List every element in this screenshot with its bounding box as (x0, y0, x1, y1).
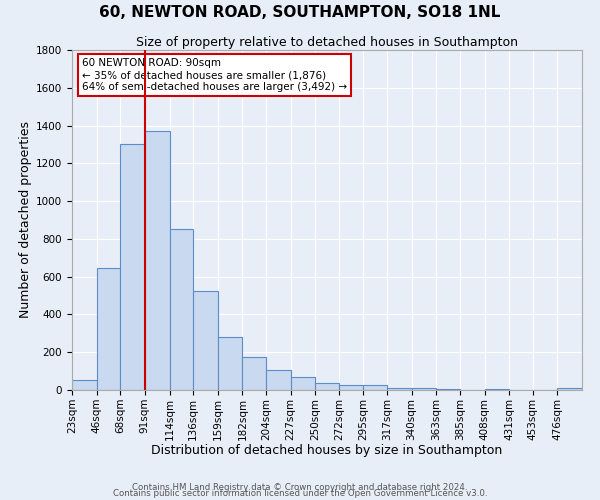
Title: Size of property relative to detached houses in Southampton: Size of property relative to detached ho… (136, 36, 518, 49)
Text: Contains HM Land Registry data © Crown copyright and database right 2024.: Contains HM Land Registry data © Crown c… (132, 483, 468, 492)
Bar (120, 144, 145, 390)
Text: 60 NEWTON ROAD: 90sqm
← 35% of detached houses are smaller (1,876)
64% of semi-d: 60 NEWTON ROAD: 90sqm ← 35% of detached … (82, 58, 347, 92)
Text: Contains public sector information licensed under the Open Government Licence v3: Contains public sector information licen… (113, 490, 487, 498)
Bar (485, 389, 509, 390)
Bar (412, 388, 436, 390)
Bar (557, 388, 582, 390)
Bar (339, 386, 364, 390)
Bar (315, 384, 339, 390)
Bar (72, 380, 97, 390)
Bar (218, 337, 242, 390)
Bar (193, 291, 218, 390)
Y-axis label: Number of detached properties: Number of detached properties (19, 122, 32, 318)
Bar (364, 386, 387, 390)
Bar (387, 388, 412, 390)
Bar (266, 370, 290, 390)
X-axis label: Distribution of detached houses by size in Southampton: Distribution of detached houses by size … (151, 444, 503, 457)
Bar (97, 268, 120, 390)
Bar (290, 377, 315, 390)
Bar (436, 389, 460, 390)
Bar (170, 230, 193, 390)
Text: 60, NEWTON ROAD, SOUTHAMPTON, SO18 1NL: 60, NEWTON ROAD, SOUTHAMPTON, SO18 1NL (100, 5, 500, 20)
Bar (242, 357, 266, 390)
Bar (145, 131, 170, 390)
